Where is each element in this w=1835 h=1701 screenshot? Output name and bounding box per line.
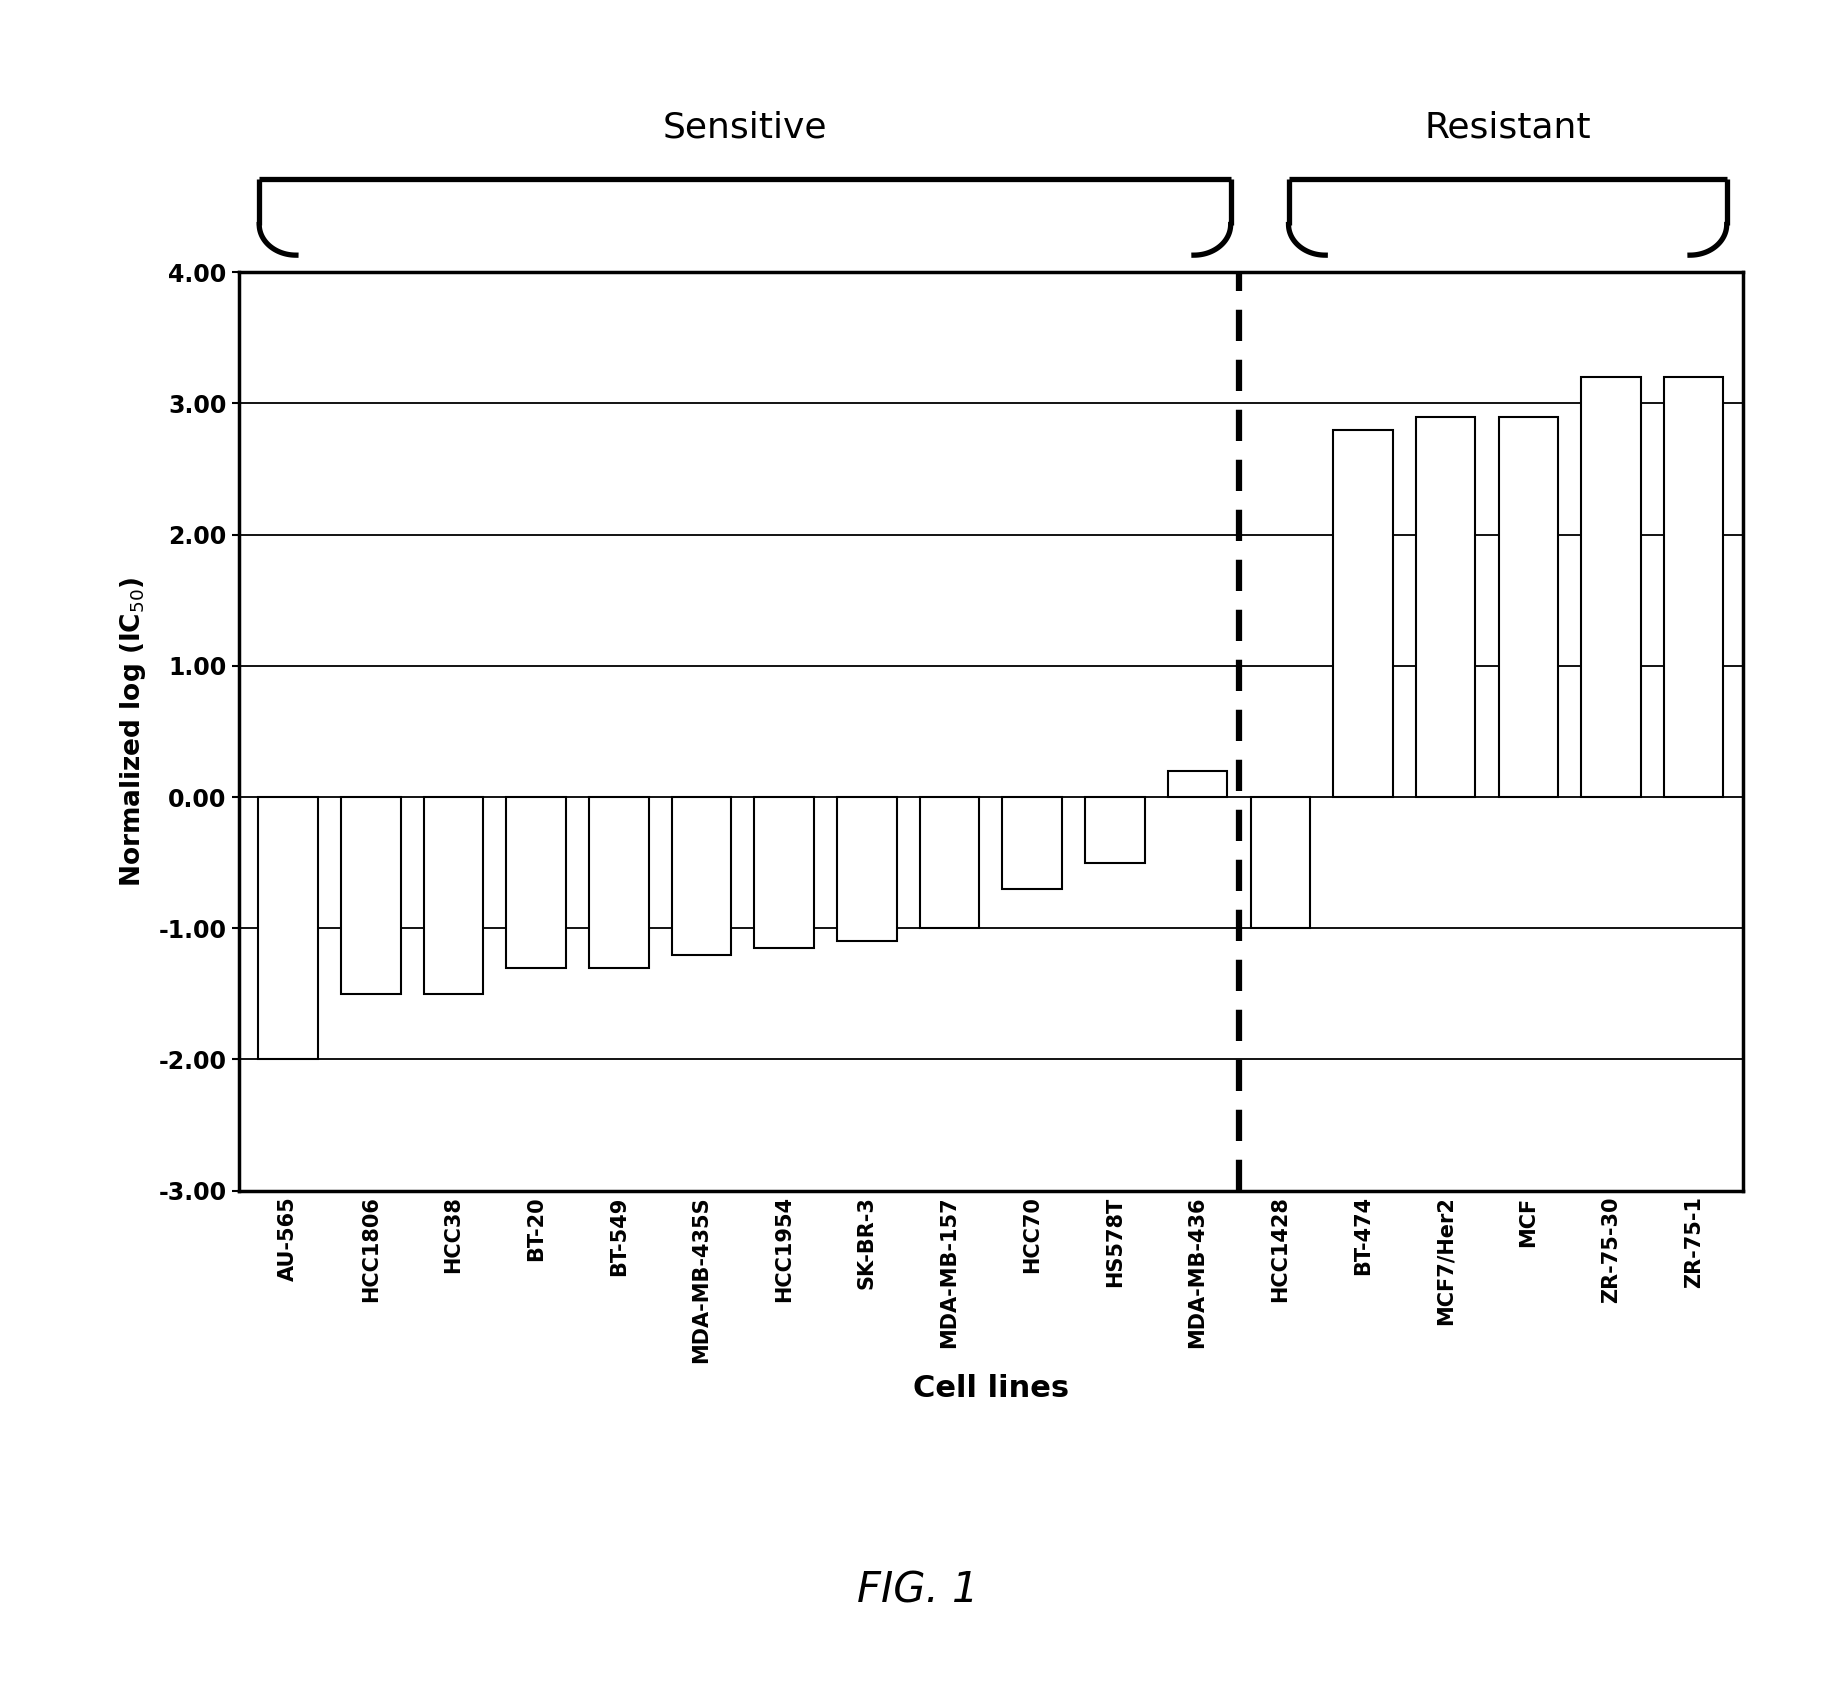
Bar	[1084, 798, 1145, 862]
Bar	[1664, 378, 1723, 798]
Text: Sensitive: Sensitive	[662, 111, 828, 145]
Bar	[1334, 430, 1393, 798]
Text: FIG. 1: FIG. 1	[857, 1570, 978, 1611]
Bar	[1167, 771, 1228, 798]
Bar	[1002, 798, 1062, 890]
Bar	[1499, 417, 1558, 798]
Bar	[919, 798, 980, 929]
Bar	[754, 798, 815, 947]
Text: Resistant: Resistant	[1424, 111, 1591, 145]
Bar	[672, 798, 732, 954]
Bar	[341, 798, 400, 993]
Bar	[837, 798, 897, 941]
Bar	[506, 798, 565, 968]
Bar	[1250, 798, 1310, 929]
Bar	[259, 798, 317, 1060]
Bar	[1417, 417, 1475, 798]
Y-axis label: Normalized log (IC$_{50}$): Normalized log (IC$_{50}$)	[117, 577, 147, 886]
Bar	[589, 798, 648, 968]
X-axis label: Cell lines: Cell lines	[912, 1374, 1070, 1403]
Bar	[1582, 378, 1640, 798]
Bar	[424, 798, 483, 993]
